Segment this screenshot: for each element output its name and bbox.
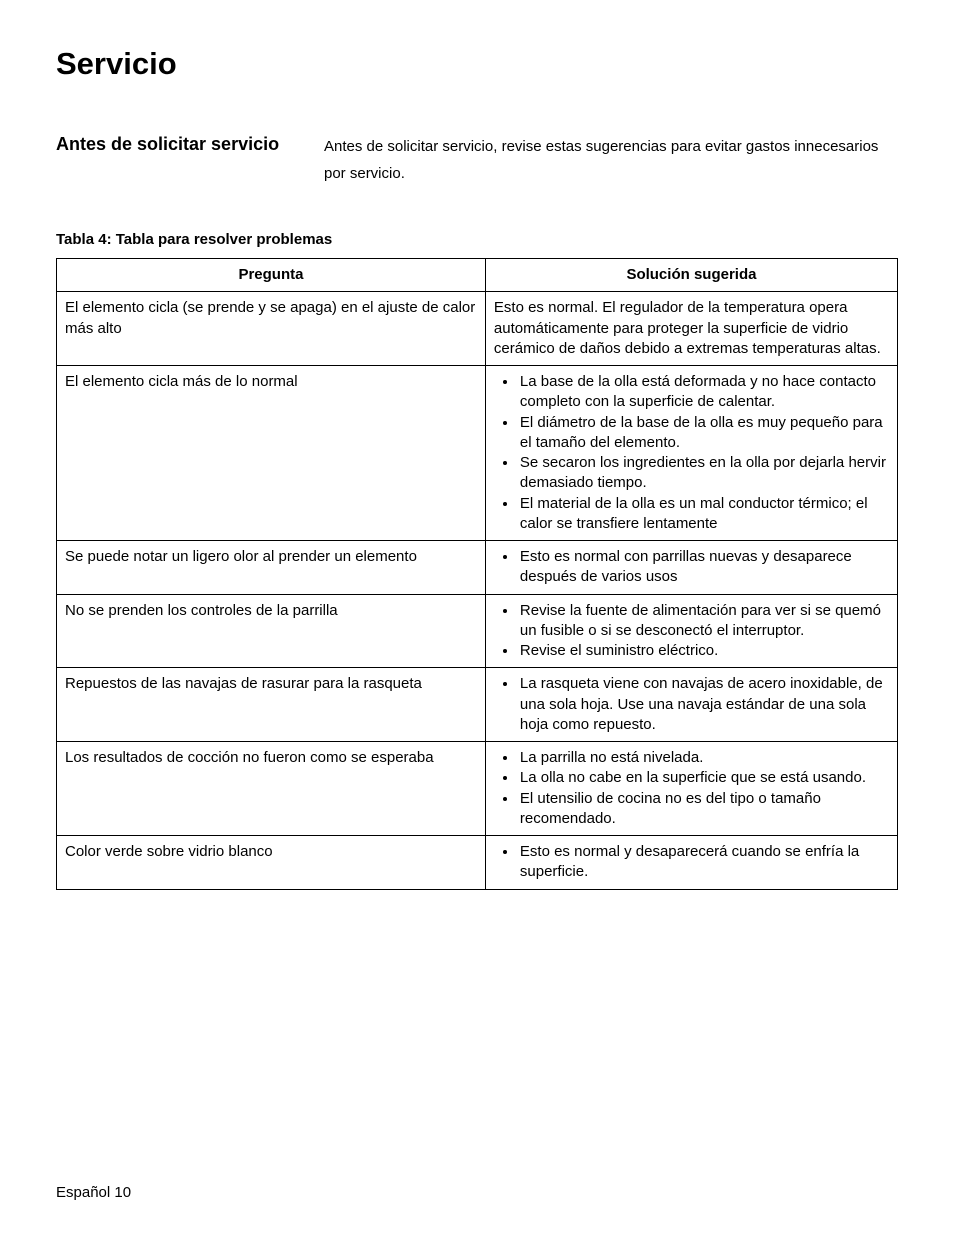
solution-list-item: Revise la fuente de alimentación para ve… <box>518 601 889 642</box>
table-header-row: Pregunta Solución sugerida <box>57 259 898 292</box>
solution-list-item: Se secaron los ingredientes en la olla p… <box>518 453 889 494</box>
table-caption: Tabla 4: Tabla para resolver problemas <box>56 231 898 248</box>
solution-list: Esto es normal con parrillas nuevas y de… <box>494 547 889 588</box>
table-row: El elemento cicla más de lo normal La bas… <box>57 366 898 541</box>
solution-cell: Esto es normal. El regulador de la tempe… <box>485 292 897 366</box>
table-row: No se prenden los controles de la parril… <box>57 594 898 668</box>
solution-list: La rasqueta viene con navajas de acero i… <box>494 674 889 735</box>
solution-cell: La rasqueta viene con navajas de acero i… <box>485 668 897 742</box>
intro-heading: Antes de solicitar servicio <box>56 132 306 156</box>
solution-list: La base de la olla está deformada y no h… <box>494 372 889 534</box>
question-cell: Color verde sobre vidrio blanco <box>57 836 486 890</box>
solution-list-item: Esto es normal y desaparecerá cuando se … <box>518 842 889 883</box>
intro-section: Antes de solicitar servicio Antes de sol… <box>56 132 898 187</box>
col-header-question: Pregunta <box>57 259 486 292</box>
solution-cell: Esto es normal y desaparecerá cuando se … <box>485 836 897 890</box>
question-cell: Los resultados de cocción no fueron como… <box>57 742 486 836</box>
table-body: El elemento cicla (se prende y se apaga)… <box>57 292 898 889</box>
document-page: Servicio Antes de solicitar servicio Ant… <box>0 0 954 1235</box>
solution-cell: Esto es normal con parrillas nuevas y de… <box>485 541 897 595</box>
question-cell: No se prenden los controles de la parril… <box>57 594 486 668</box>
solution-list-item: La rasqueta viene con navajas de acero i… <box>518 674 889 735</box>
solution-list-item: La base de la olla está deformada y no h… <box>518 372 889 413</box>
solution-list-item: La olla no cabe en la superficie que se … <box>518 768 889 788</box>
solution-list: Revise la fuente de alimentación para ve… <box>494 601 889 662</box>
solution-list: Esto es normal y desaparecerá cuando se … <box>494 842 889 883</box>
intro-text: Antes de solicitar servicio, revise esta… <box>324 132 898 187</box>
table-row: Los resultados de cocción no fueron como… <box>57 742 898 836</box>
col-header-solution: Solución sugerida <box>485 259 897 292</box>
solution-cell: Revise la fuente de alimentación para ve… <box>485 594 897 668</box>
question-cell: El elemento cicla (se prende y se apaga)… <box>57 292 486 366</box>
question-cell: El elemento cicla más de lo normal <box>57 366 486 541</box>
solution-cell: La base de la olla está deformada y no h… <box>485 366 897 541</box>
page-footer: Español 10 <box>56 1184 131 1201</box>
question-cell: Repuestos de las navajas de rasurar para… <box>57 668 486 742</box>
solution-list-item: La parrilla no está nivelada. <box>518 748 889 768</box>
solution-list-item: Revise el suministro eléctrico. <box>518 641 889 661</box>
table-row: Se puede notar un ligero olor al prender… <box>57 541 898 595</box>
solution-list-item: El utensilio de cocina no es del tipo o … <box>518 789 889 830</box>
table-row: Color verde sobre vidrio blanco Esto es n… <box>57 836 898 890</box>
solution-cell: La parrilla no está nivelada.La olla no … <box>485 742 897 836</box>
table-row: El elemento cicla (se prende y se apaga)… <box>57 292 898 366</box>
solution-list-item: El material de la olla es un mal conduct… <box>518 494 889 535</box>
solution-list-item: Esto es normal con parrillas nuevas y de… <box>518 547 889 588</box>
table-row: Repuestos de las navajas de rasurar para… <box>57 668 898 742</box>
solution-list: La parrilla no está nivelada.La olla no … <box>494 748 889 829</box>
solution-list-item: El diámetro de la base de la olla es muy… <box>518 413 889 454</box>
page-title: Servicio <box>56 46 898 82</box>
troubleshoot-table: Pregunta Solución sugerida El elemento c… <box>56 258 898 890</box>
question-cell: Se puede notar un ligero olor al prender… <box>57 541 486 595</box>
